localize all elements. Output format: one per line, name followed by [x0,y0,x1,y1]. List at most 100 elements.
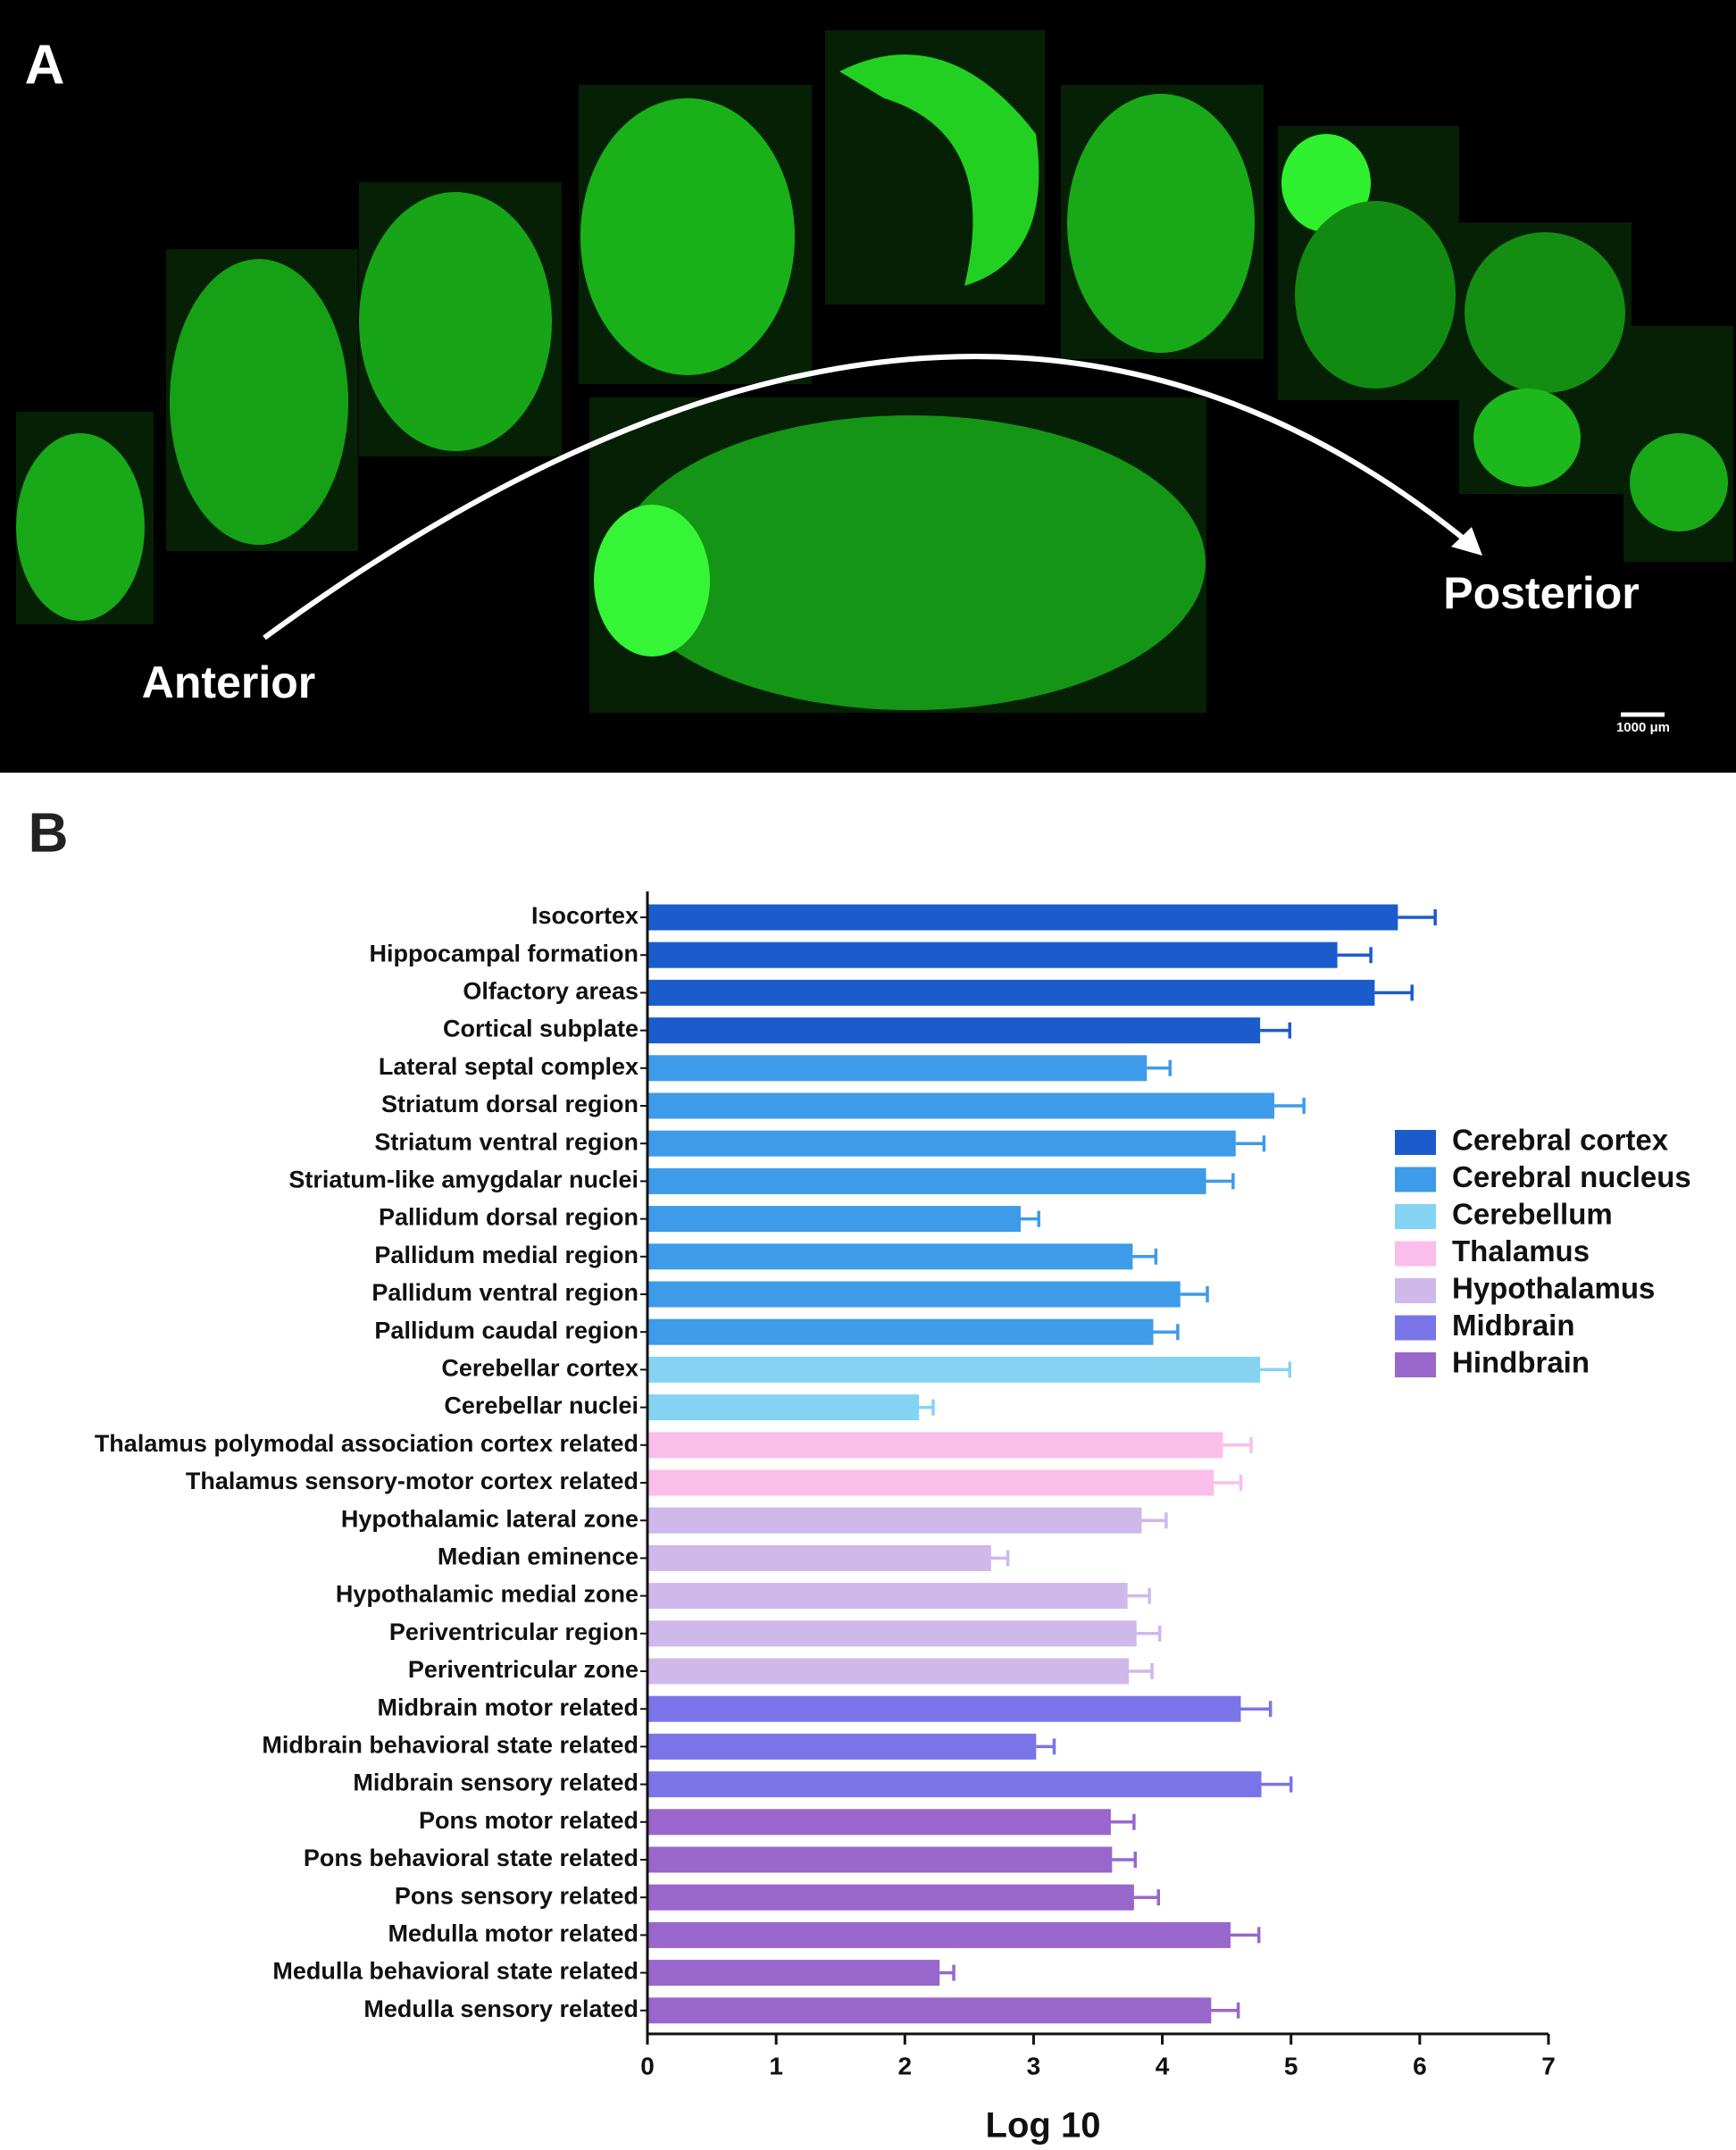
direction-arrow [263,354,1475,640]
error-bar [1180,1286,1209,1302]
bar [648,1997,1212,2024]
error-bar [1211,2002,1240,2019]
legend-swatch [1395,1204,1436,1229]
error-bar [939,1964,956,1981]
bar [648,1809,1111,1836]
annotation: Anterior [142,657,315,707]
error-bar [1398,909,1437,925]
bar [648,1884,1134,1911]
legend-label: Hypothalamus [1452,1272,1655,1305]
arrow-head [1451,527,1482,556]
panel-a: A Anterior Posterior 1000 μm [0,0,1736,773]
y-tick-label: Striatum-like amygdalar nuclei [288,1167,638,1193]
x-tick-label: 1 [769,2052,783,2079]
legend-swatch [1395,1167,1436,1192]
error-bar [1240,1701,1273,1718]
error-bar [1273,1098,1306,1114]
error-bar [1153,1324,1180,1341]
y-tick-label: Pons motor related [419,1807,638,1834]
bar [648,904,1398,931]
y-tick-label: Periventricular region [389,1619,638,1645]
error-bar [1132,1248,1158,1265]
y-tick-label: Thalamus polymodal association cortex re… [95,1430,638,1457]
bar [648,1017,1261,1044]
y-tick-label: Olfactory areas [463,978,638,1005]
error-bar [1261,1776,1293,1793]
legend-label: Midbrain [1452,1309,1575,1342]
legend-label: Cerebral cortex [1452,1124,1669,1157]
bar [648,1620,1137,1647]
legend-swatch [1395,1278,1436,1303]
bar [648,1432,1223,1459]
y-tick-label: Medulla behavioral state related [272,1958,638,1985]
bar [648,1394,920,1421]
bar [648,1356,1261,1383]
error-bar [919,1399,935,1416]
y-tick-label: Median eminence [438,1543,638,1570]
error-bar [1206,1173,1235,1190]
error-bar [1260,1361,1292,1378]
scale-bar-label: 1000 μm [1616,720,1670,735]
y-tick-label: Medulla sensory related [363,1995,638,2022]
error-bar [1129,1663,1154,1679]
legend-label: Thalamus [1452,1234,1590,1267]
bar [648,1318,1154,1345]
panel-label: A [25,34,65,96]
bar [648,1281,1181,1308]
y-tick-label: Pons sensory related [395,1882,638,1909]
error-bar [990,1550,1010,1567]
error-bar [1214,1475,1243,1491]
bar [648,1469,1214,1496]
legend-swatch [1395,1130,1436,1155]
y-tick-label: Thalamus sensory-motor cortex related [186,1468,638,1494]
x-tick-label: 2 [897,2052,912,2079]
y-tick-label: Midbrain behavioral state related [262,1732,638,1759]
brain-slices [16,54,1728,710]
legend-swatch [1395,1352,1436,1377]
y-tick-label: Pallidum medial region [374,1242,638,1268]
y-tick-label: Hypothalamic lateral zone [341,1505,638,1532]
error-bar [1127,1587,1151,1604]
legend-label: Cerebellum [1452,1198,1613,1231]
error-bar [1374,984,1414,1001]
y-tick-label: Cerebellar cortex [441,1355,638,1382]
error-bar [1133,1889,1160,1906]
bar [648,1733,1037,1760]
error-bar [1110,1813,1136,1830]
legend-swatch [1395,1241,1436,1267]
bar [648,1695,1241,1722]
bar [648,1507,1142,1534]
bar [648,1243,1133,1270]
bar [648,1544,991,1571]
y-tick-label: Midbrain motor related [377,1694,638,1720]
y-tick-label: Pallidum caudal region [374,1317,638,1343]
y-tick-label: Pallidum dorsal region [379,1204,638,1231]
panel-label: B [29,802,69,864]
bar [648,1921,1231,1948]
y-tick-label: Pons behavioral state related [304,1845,638,1871]
x-tick-label: 6 [1413,2052,1427,2079]
bar [648,1960,940,1987]
y-tick-label: Striatum ventral region [374,1128,638,1155]
y-tick-label: Isocortex [531,902,638,929]
x-axis-label: Log 10 [986,2106,1101,2146]
bar [648,979,1375,1006]
x-tick-label: 3 [1027,2052,1041,2079]
legend-label: Cerebral nucleus [1452,1160,1691,1193]
bar [648,1206,1022,1233]
bar [648,1055,1148,1082]
bar [648,941,1338,968]
bar [648,1583,1128,1610]
annotation: Posterior [1443,568,1640,618]
y-tick-label: Hippocampal formation [369,940,638,966]
error-bar [1021,1210,1040,1227]
error-bar [1141,1512,1168,1529]
x-tick-label: 7 [1541,2052,1556,2079]
y-tick-label: Medulla motor related [388,1920,638,1947]
error-bar [1260,1022,1292,1039]
y-tick-label: Lateral septal complex [379,1053,638,1080]
x-tick-label: 4 [1156,2052,1170,2079]
legend-swatch [1395,1315,1436,1341]
error-bar [1230,1927,1261,1944]
error-bar [1136,1625,1162,1642]
